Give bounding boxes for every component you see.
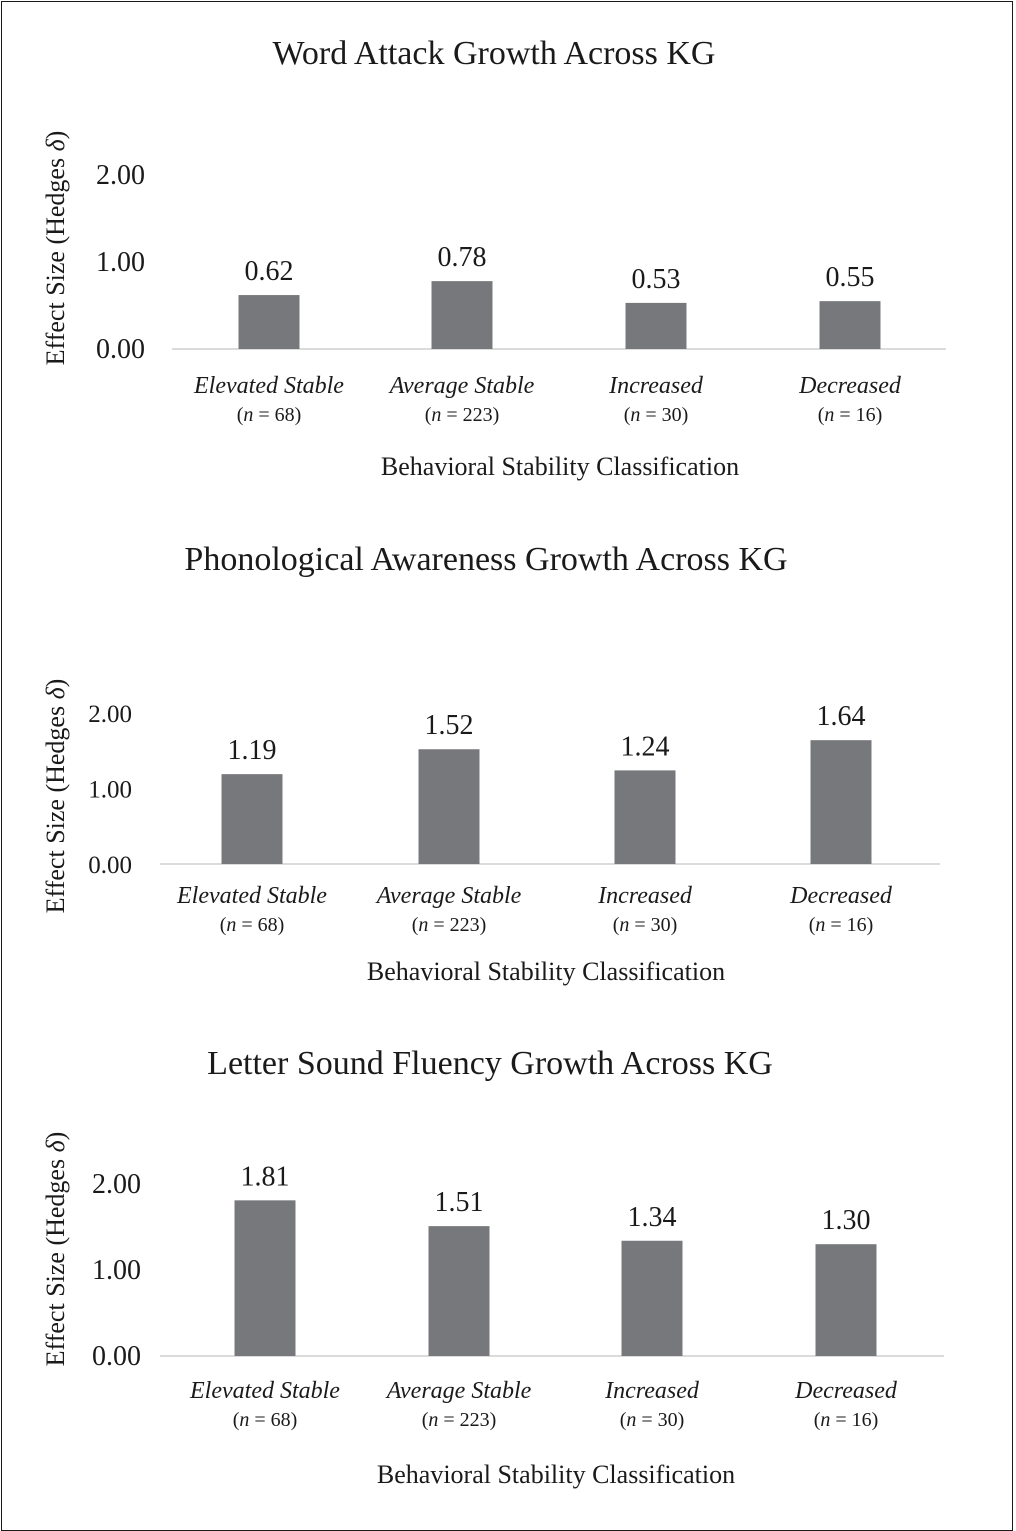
x-category-label: Elevated Stable (193, 373, 344, 399)
y-axis-label: Effect Size (Hedges δ) (41, 131, 70, 366)
x-category-label: Elevated Stable (189, 1378, 340, 1404)
x-category-n: (n = 16) (818, 404, 883, 426)
x-axis-label: Behavioral Stability Classification (367, 957, 725, 986)
x-category-label: Increased (597, 883, 693, 909)
data-label: 1.51 (435, 1187, 484, 1218)
chart-title: Phonological Awareness Growth Across KG (184, 541, 787, 578)
x-category-label: Decreased (789, 883, 893, 909)
data-label: 1.30 (822, 1205, 871, 1236)
x-category-n: (n = 68) (220, 914, 285, 936)
bar-increased (614, 770, 676, 864)
bar-average-stable (428, 1226, 490, 1356)
x-category-n: (n = 30) (620, 1409, 685, 1431)
x-category-n: (n = 16) (814, 1409, 879, 1431)
bar-decreased (810, 740, 872, 864)
y-axis-label: Effect Size (Hedges δ) (41, 679, 70, 914)
bar-elevated-stable (234, 1200, 296, 1356)
bar-average-stable (418, 749, 480, 864)
x-category-n: (n = 223) (425, 404, 500, 426)
x-category-label: Decreased (798, 373, 902, 399)
x-category-n: (n = 30) (613, 914, 678, 936)
x-category-label: Average Stable (385, 1378, 532, 1404)
chart-panel-2: Phonological Awareness Growth Across KG E… (41, 541, 940, 986)
data-label: 0.55 (826, 262, 875, 293)
chart-panel-1: Word Attack Growth Across KG Effect Size … (41, 35, 946, 481)
y-tick-label: 1.00 (92, 1255, 141, 1286)
bar-decreased (819, 301, 881, 349)
x-category-label: Average Stable (388, 373, 535, 399)
data-label: 1.19 (228, 735, 277, 766)
y-tick-label: 2.00 (96, 160, 145, 191)
x-category-label: Increased (604, 1378, 700, 1404)
x-category-n: (n = 68) (237, 404, 302, 426)
x-category-label: Average Stable (375, 883, 522, 909)
x-category-n: (n = 16) (809, 914, 874, 936)
y-tick-label: 0.00 (96, 334, 145, 365)
chart-title: Letter Sound Fluency Growth Across KG (207, 1045, 773, 1082)
data-label: 1.24 (621, 731, 670, 762)
bar-decreased (815, 1244, 877, 1356)
x-category-label: Elevated Stable (176, 883, 327, 909)
bar-elevated-stable (221, 774, 283, 864)
data-label: 1.81 (241, 1161, 290, 1192)
x-category-n: (n = 223) (422, 1409, 497, 1431)
x-category-n: (n = 30) (624, 404, 689, 426)
x-category-n: (n = 223) (412, 914, 487, 936)
y-tick-label: 1.00 (88, 777, 132, 804)
y-axis-label: Effect Size (Hedges δ) (41, 1132, 70, 1367)
bar-increased (625, 302, 687, 349)
x-category-n: (n = 68) (233, 1409, 298, 1431)
bar-increased (621, 1240, 683, 1356)
data-label: 1.64 (817, 701, 866, 732)
y-tick-label: 0.00 (88, 852, 132, 879)
bar-elevated-stable (238, 295, 300, 349)
data-label: 1.34 (628, 1202, 677, 1233)
y-tick-label: 2.00 (88, 701, 132, 728)
x-category-label: Decreased (794, 1378, 898, 1404)
x-category-label: Increased (608, 373, 704, 399)
data-label: 0.78 (438, 242, 487, 273)
data-label: 0.62 (245, 256, 294, 287)
x-axis-label: Behavioral Stability Classification (377, 1460, 735, 1489)
y-tick-label: 0.00 (92, 1341, 141, 1372)
y-tick-label: 2.00 (92, 1169, 141, 1200)
data-label: 1.52 (425, 710, 474, 741)
data-label: 0.53 (632, 264, 681, 295)
chart-panel-3: Letter Sound Fluency Growth Across KG Eff… (41, 1045, 944, 1489)
y-tick-label: 1.00 (96, 247, 145, 278)
chart-title: Word Attack Growth Across KG (273, 35, 716, 72)
bar-average-stable (431, 281, 493, 349)
x-axis-label: Behavioral Stability Classification (381, 452, 739, 481)
